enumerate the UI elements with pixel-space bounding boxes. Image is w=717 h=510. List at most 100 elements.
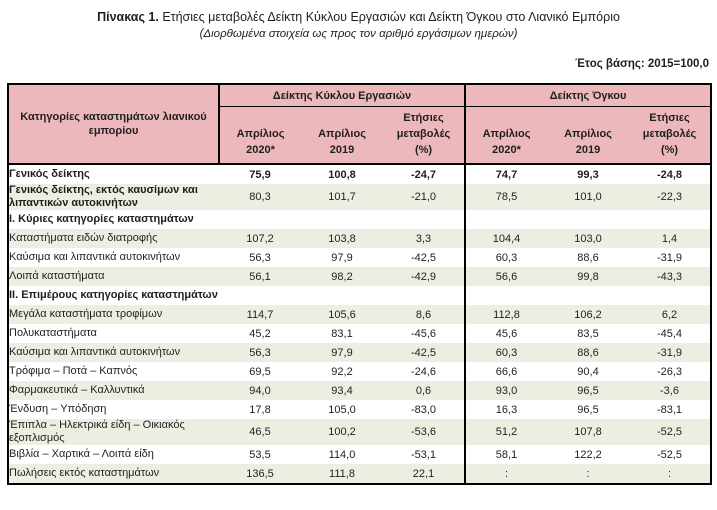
cell-value: -83,0 xyxy=(410,403,437,416)
column-header-line: Ετήσιες xyxy=(649,112,690,124)
column-header-line: μεταβολές xyxy=(396,128,451,140)
column-header: Απρίλιος 2020* xyxy=(464,106,547,165)
table-row: Καταστήματα ειδών διατροφής 107,2 103,8 3,3… xyxy=(8,229,712,248)
cell-value xyxy=(629,210,711,229)
cell-value: 88,6 xyxy=(577,251,599,264)
table-row: Γενικός δείκτης 75,9 100,8 -24,7 74,7 99,3 -24… xyxy=(8,164,711,184)
cell-value: 58,1 xyxy=(464,445,547,464)
cell-value xyxy=(547,210,629,229)
row-label: Ένδυση – Υπόδηση xyxy=(9,403,107,415)
cell-value: -24,7 xyxy=(410,168,437,181)
row-label: Φαρμακευτικά – Καλλυντικά xyxy=(8,381,219,400)
row-label: Πολυκαταστήματα xyxy=(9,327,97,339)
cell-value: 94,0 xyxy=(219,381,301,400)
cell-value: 96,5 xyxy=(577,403,599,416)
table-title: Πίνακας 1. Ετήσιες μεταβολές Δείκτη Κύκλ… xyxy=(0,0,717,25)
cell-value: 99,8 xyxy=(547,267,629,286)
cell-value: -53,6 xyxy=(383,419,465,445)
column-header-line: μεταβολές xyxy=(642,128,697,140)
row-label: Καταστήματα ειδών διατροφής xyxy=(8,229,219,248)
row-label: Γενικός δείκτης xyxy=(9,168,90,180)
cell-value: 136,5 xyxy=(219,464,301,484)
column-header-line: Ετήσιες xyxy=(403,112,444,124)
cell-value: 112,8 xyxy=(464,305,547,324)
cell-value: -52,5 xyxy=(656,448,683,461)
cell-value: 22,1 xyxy=(383,464,465,484)
cell-value: 56,3 xyxy=(219,343,301,362)
cell-value: 114,7 xyxy=(219,305,301,324)
row-label: Πωλήσεις εκτός καταστημάτων xyxy=(8,464,219,484)
table-row: Ι. Κύριες κατηγορίες καταστημάτων xyxy=(8,210,711,229)
cell-value: 122,2 xyxy=(574,448,602,461)
column-header-line: Απρίλιος xyxy=(564,128,612,140)
cell-value: 74,7 xyxy=(464,164,547,184)
cell-value xyxy=(464,210,547,229)
cell-value: 16,3 xyxy=(464,400,547,419)
cell-value: 0,6 xyxy=(383,381,465,400)
cell-value xyxy=(629,286,711,305)
cell-value: 56,6 xyxy=(464,267,547,286)
cell-value: 83,1 xyxy=(331,327,353,340)
row-label: Τρόφιμα – Ποτά – Καπνός xyxy=(9,365,138,377)
cell-value: -43,3 xyxy=(629,267,712,286)
cell-value: -52,5 xyxy=(629,419,712,445)
cell-value xyxy=(383,210,465,229)
cell-value: 69,5 xyxy=(249,365,271,378)
cell-value: 83,5 xyxy=(577,327,599,340)
cell-value xyxy=(219,210,301,229)
column-header-line: 2020* xyxy=(492,144,521,156)
cell-value: 45,6 xyxy=(464,324,547,343)
table-row: Μεγάλα καταστήματα τροφίμων 114,7 105,6 8,6… xyxy=(8,305,712,324)
cell-value: -22,3 xyxy=(629,184,712,210)
cell-value: -42,9 xyxy=(383,267,465,286)
cell-value: 104,4 xyxy=(464,229,547,248)
table-title-number: Πίνακας 1. xyxy=(97,10,159,24)
cell-value: 53,5 xyxy=(249,448,271,461)
cell-value: 46,5 xyxy=(219,419,301,445)
cell-value: 103,0 xyxy=(547,229,629,248)
column-header-line: Απρίλιος xyxy=(482,128,531,140)
cell-value: 8,6 xyxy=(383,305,465,324)
table-row: Λοιπά καταστήματα 56,1 98,2 -42,9 56,6 99,8 -4… xyxy=(8,267,712,286)
table-row: Φαρμακευτικά – Καλλυντικά 94,0 93,4 0,6 93,0… xyxy=(8,381,712,400)
cell-value: -21,0 xyxy=(383,184,465,210)
row-label: ΙΙ. Επιμέρους κατηγορίες καταστημάτων xyxy=(9,289,218,301)
cell-value: -24,6 xyxy=(410,365,437,378)
cell-value xyxy=(301,210,383,229)
cell-value xyxy=(383,286,465,305)
table-body: Γενικός δείκτης 75,9 100,8 -24,7 74,7 99,3 -24… xyxy=(8,164,712,484)
row-label: Μεγάλα καταστήματα τροφίμων xyxy=(8,305,219,324)
cell-value: 90,4 xyxy=(577,365,599,378)
cell-value: 107,8 xyxy=(547,419,629,445)
cell-value: -24,8 xyxy=(656,168,683,181)
cell-value: 111,8 xyxy=(301,464,383,484)
table-row: Καύσιμα και λιπαντικά αυτοκινήτων 56,3 97,… xyxy=(8,343,712,362)
cell-value: 3,3 xyxy=(383,229,465,248)
cell-value: 56,1 xyxy=(219,267,301,286)
cell-value: 56,3 xyxy=(249,251,271,264)
table-row: Γενικός δείκτης, εκτός καυσίμων και λιπα… xyxy=(8,184,712,210)
cell-value: 103,8 xyxy=(301,229,383,248)
table-row: Έπιπλα – Ηλεκτρικά είδη – Οικιακός εξοπλ… xyxy=(8,419,712,445)
cell-value: 93,0 xyxy=(464,381,547,400)
cell-value: 88,6 xyxy=(547,343,629,362)
row-label: Ι. Κύριες κατηγορίες καταστημάτων xyxy=(9,213,194,225)
cell-value: 105,6 xyxy=(301,305,383,324)
column-header-line: 2020* xyxy=(246,144,275,156)
table-header: Κατηγορίες καταστημάτων λιανικού εμπορίο… xyxy=(8,84,712,165)
cell-value: 80,3 xyxy=(219,184,301,210)
cell-value: 101,7 xyxy=(301,184,383,210)
cell-value: -53,1 xyxy=(410,448,437,461)
table-row: Τρόφιμα – Ποτά – Καπνός 69,5 92,2 -24,6 66,6… xyxy=(8,362,711,381)
cell-value: -45,6 xyxy=(410,327,437,340)
cell-value: 93,4 xyxy=(301,381,383,400)
column-header-line: Απρίλιος xyxy=(318,128,366,140)
table-row: Πολυκαταστήματα 45,2 83,1 -45,6 45,6 83,5 -45,… xyxy=(8,324,711,343)
cell-value: -31,9 xyxy=(656,251,683,264)
cell-value: 101,0 xyxy=(547,184,629,210)
row-label: Γενικός δείκτης, εκτός καυσίμων και λιπα… xyxy=(8,184,219,210)
column-header: Απρίλιος 2019 xyxy=(547,106,629,165)
category-column-header: Κατηγορίες καταστημάτων λιανικού εμπορίο… xyxy=(8,84,220,165)
column-header: Απρίλιος 2019 xyxy=(301,106,383,165)
cell-value: -45,4 xyxy=(656,327,683,340)
